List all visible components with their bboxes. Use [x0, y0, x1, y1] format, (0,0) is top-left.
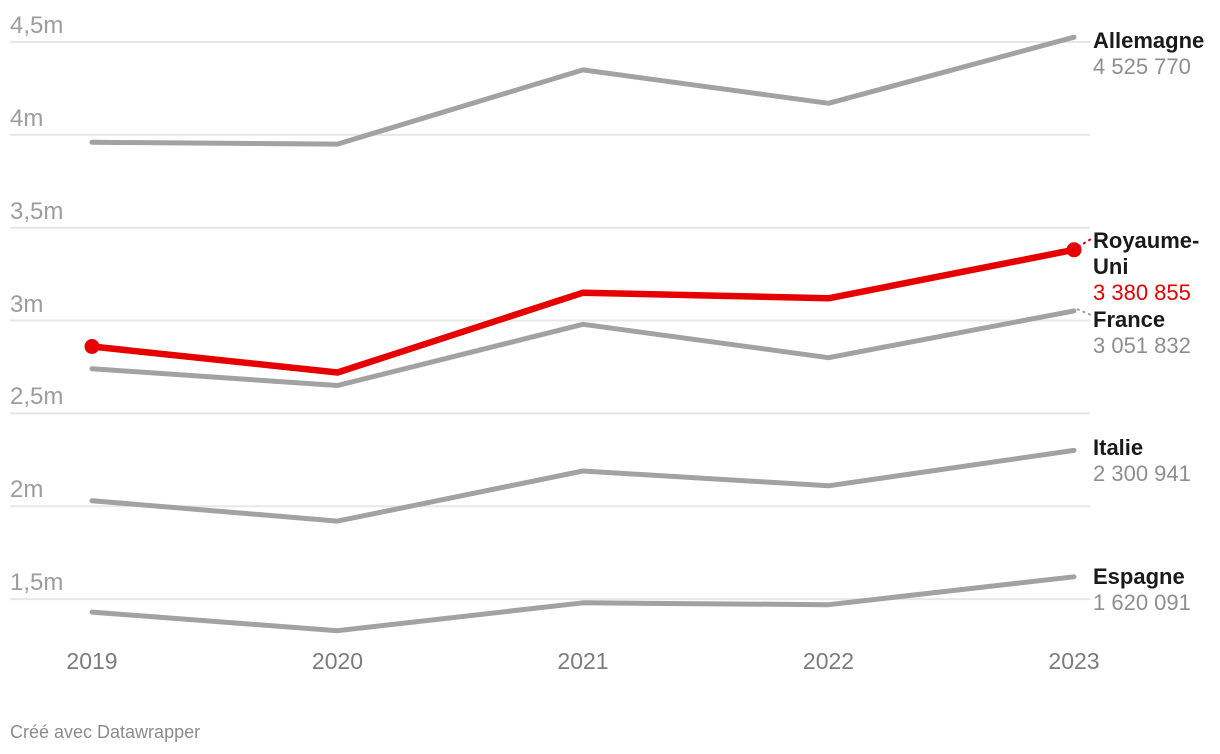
- y-tick-label: 2,5m: [10, 383, 64, 411]
- data-point-dot: [1066, 242, 1082, 258]
- attribution-label: Créé avec Datawrapper: [10, 722, 201, 742]
- series-line-france: [89, 308, 1077, 388]
- series-end-value: 2 300 941: [1093, 461, 1191, 486]
- label-leader-line: [1076, 308, 1092, 316]
- series-line-royaume-uni: [88, 246, 1078, 376]
- series-end-value: 4 525 770: [1093, 54, 1191, 79]
- y-tick-label: 2m: [10, 476, 44, 504]
- x-tick-label: 2021: [557, 648, 609, 674]
- data-point-dot: [84, 339, 100, 354]
- series-line-italie: [89, 447, 1077, 524]
- series-name: Royaume-Uni: [1093, 228, 1200, 279]
- y-tick-label: 1,5m: [10, 569, 64, 597]
- attribution-text: Créé avec Datawrapper: [10, 721, 200, 743]
- series-label-france: France 3 051 832: [1093, 307, 1220, 359]
- y-tick-label: 3m: [10, 290, 44, 318]
- series-name: Espagne: [1093, 564, 1185, 589]
- series-name: France: [1093, 307, 1166, 332]
- x-tick-label: 2019: [66, 648, 118, 674]
- series-label-espagne: Espagne 1 620 091: [1093, 564, 1220, 616]
- series-name: Italie: [1093, 435, 1144, 460]
- x-tick-label: 2023: [1048, 648, 1100, 674]
- x-tick-label: 2020: [311, 648, 364, 674]
- series-line-allemagne: [89, 34, 1077, 147]
- x-tick-label: 2022: [802, 648, 855, 674]
- y-tick-label: 3,5m: [10, 197, 64, 225]
- series-line-espagne: [89, 574, 1077, 634]
- series-label-royaume-uni: Royaume-Uni 3 380 855: [1093, 228, 1220, 306]
- series-end-value: 3 051 832: [1093, 333, 1191, 358]
- y-tick-label: 4m: [10, 104, 44, 132]
- series-end-value: 1 620 091: [1093, 590, 1191, 615]
- series-name: Allemagne: [1093, 28, 1205, 53]
- series-label-allemagne: Allemagne 4 525 770: [1093, 28, 1220, 80]
- series-end-value: 3 380 855: [1093, 280, 1191, 305]
- series-label-italie: Italie 2 300 941: [1093, 435, 1220, 487]
- y-tick-label: 4,5m: [10, 12, 64, 39]
